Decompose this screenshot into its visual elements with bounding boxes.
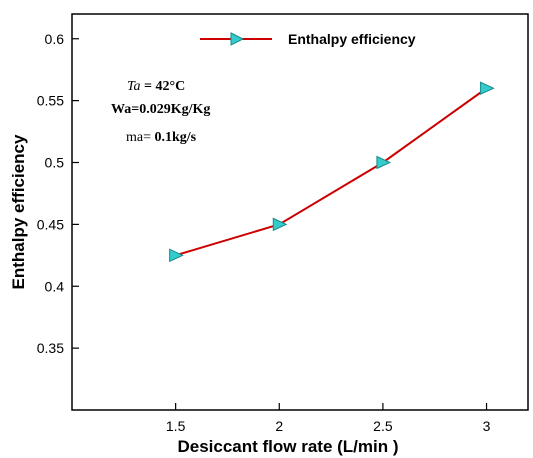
x-tick-label: 2.5 bbox=[373, 418, 393, 434]
annotation-ma: ma= 0.1kg/s bbox=[126, 130, 197, 145]
annotation-ta: Ta = 42°C bbox=[127, 79, 185, 94]
y-tick-label: 0.35 bbox=[37, 340, 64, 356]
legend-marker bbox=[230, 32, 245, 46]
annotation-ma-value: 0.1kg/s bbox=[155, 130, 197, 145]
y-tick-label: 0.55 bbox=[37, 93, 64, 109]
annotation-ma-label: ma= bbox=[126, 130, 155, 145]
y-axis-title: Enthalpy efficiency bbox=[9, 134, 28, 289]
x-tick-label: 1.5 bbox=[166, 418, 186, 434]
y-axis: 0.35 0.4 0.45 0.5 0.55 0.6 bbox=[37, 31, 79, 356]
legend: Enthalpy efficiency bbox=[200, 31, 416, 47]
legend-label: Enthalpy efficiency bbox=[288, 31, 416, 47]
series-line bbox=[175, 87, 488, 257]
data-point bbox=[376, 155, 392, 170]
plot-frame bbox=[71, 13, 529, 411]
data-point bbox=[480, 81, 495, 96]
plot-area bbox=[71, 13, 529, 411]
data-point bbox=[169, 248, 184, 263]
annotation-wa: Wa=0.029Kg/Kg bbox=[111, 102, 210, 117]
annotation-block: Ta = 42°C Wa=0.029Kg/Kg ma= 0.1kg/s bbox=[111, 79, 210, 145]
y-tick-label: 0.6 bbox=[45, 31, 65, 47]
y-tick-label: 0.4 bbox=[45, 278, 65, 294]
y-tick-label: 0.5 bbox=[45, 155, 65, 171]
x-tick-label: 3 bbox=[483, 418, 491, 434]
data-point bbox=[272, 217, 288, 232]
x-tick-label: 2 bbox=[275, 418, 283, 434]
x-axis-title: Desiccant flow rate (L/min ) bbox=[177, 437, 398, 456]
y-tick-label: 0.45 bbox=[37, 216, 64, 232]
series-layer bbox=[169, 81, 495, 263]
annotation-ta-var: Ta bbox=[127, 79, 141, 94]
annotation-ta-value: = 42°C bbox=[141, 79, 186, 94]
x-axis: 1.5 2 2.5 3 bbox=[166, 403, 491, 434]
